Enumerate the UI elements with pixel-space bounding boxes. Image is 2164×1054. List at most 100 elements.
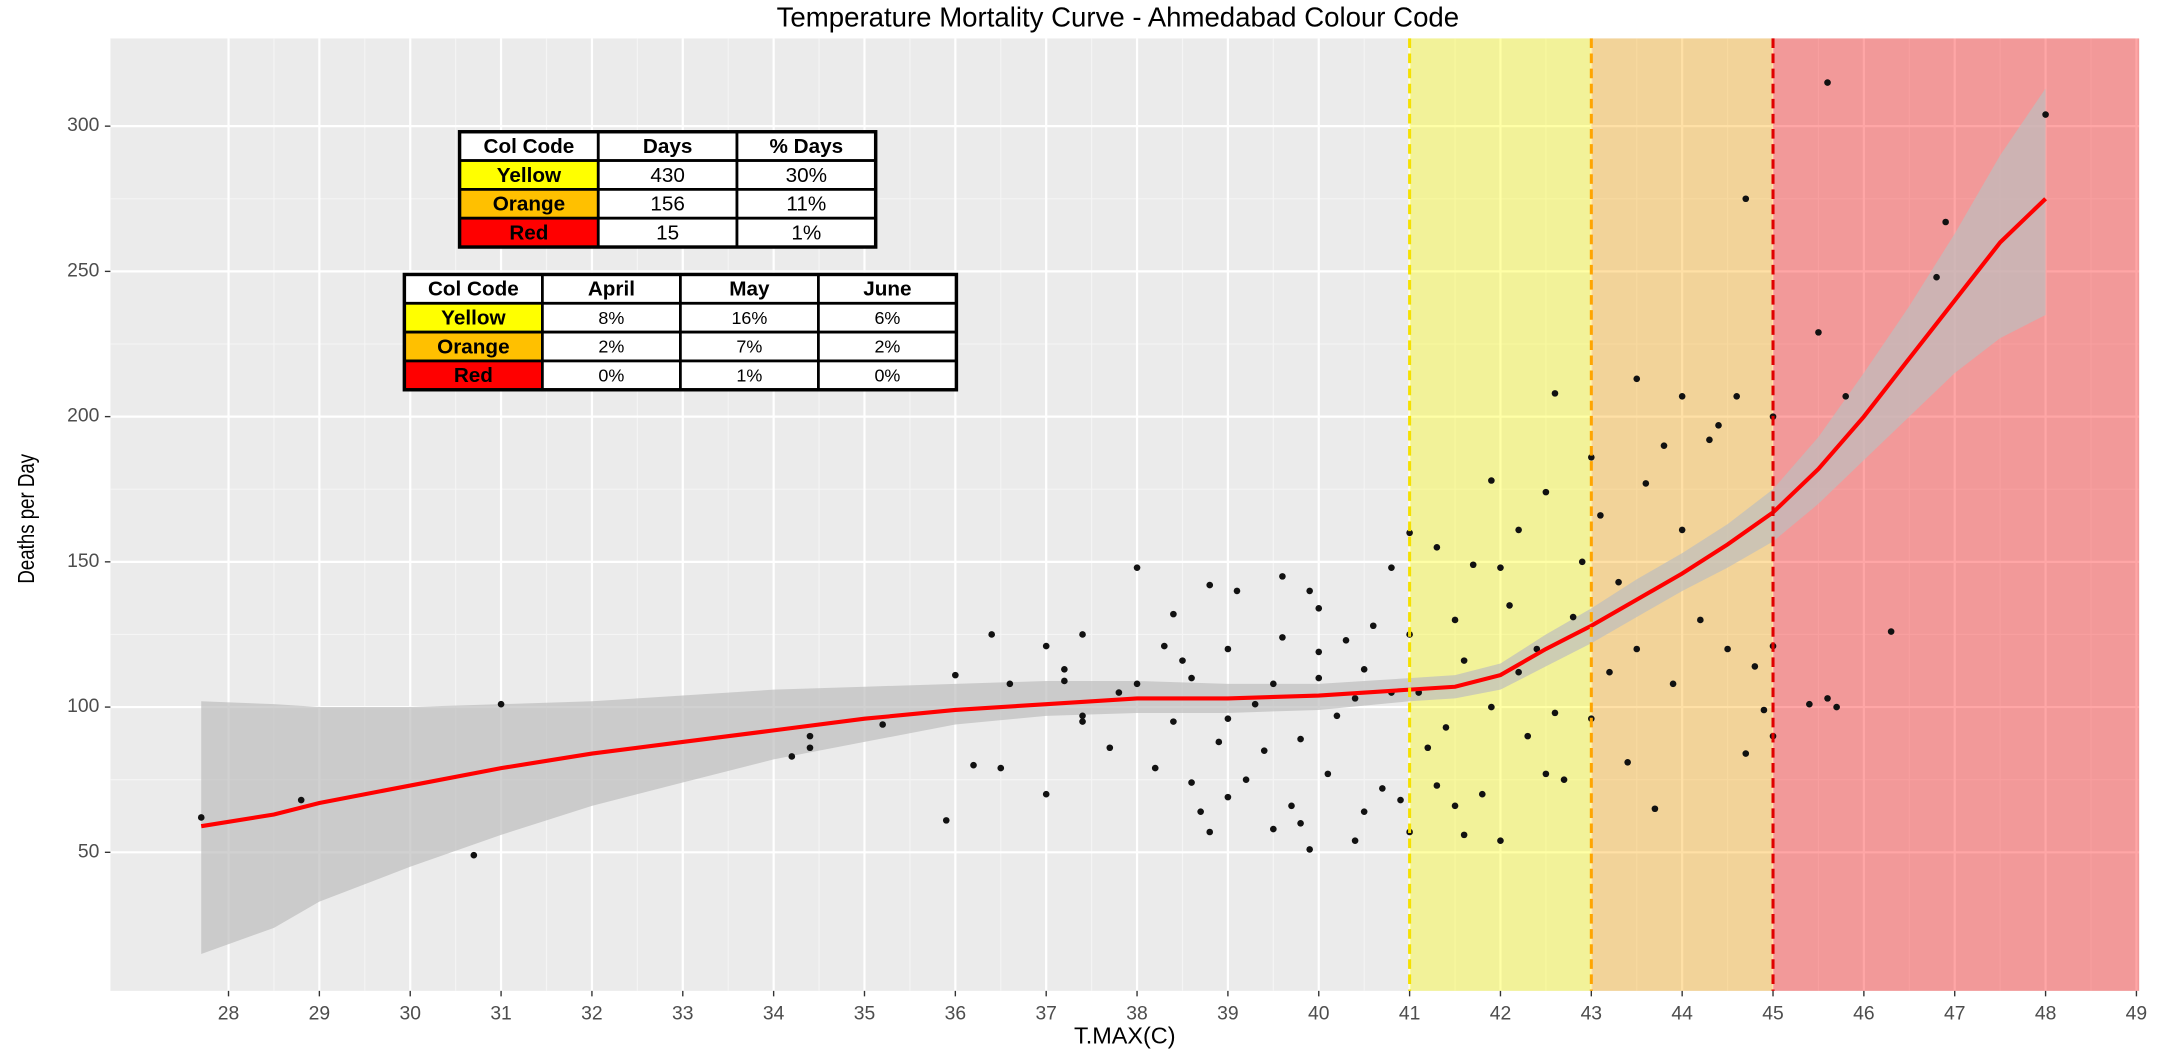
data-point xyxy=(806,732,814,740)
data-point xyxy=(1806,700,1813,708)
x-tick-label: 46 xyxy=(1853,1003,1874,1024)
data-point xyxy=(1006,680,1014,688)
data-point xyxy=(1824,79,1831,86)
data-point xyxy=(1406,529,1413,537)
data-point xyxy=(1742,750,1750,757)
table-cell xyxy=(679,359,820,392)
table-cell-text: 6% xyxy=(874,308,900,328)
x-tick-label: 43 xyxy=(1581,1003,1602,1024)
x-tick-label: 28 xyxy=(218,1003,239,1024)
x-tick-label: 48 xyxy=(2035,1003,2056,1024)
data-point xyxy=(1379,785,1386,792)
data-point xyxy=(1497,564,1504,571)
y-tick-label: 300 xyxy=(67,115,99,136)
table-cell-text: Yellow xyxy=(497,164,562,187)
y-tick-label: 150 xyxy=(67,551,99,572)
table-cell-text: 430 xyxy=(650,164,685,187)
data-point xyxy=(1297,819,1304,827)
data-point xyxy=(1270,825,1277,833)
data-point xyxy=(1351,837,1359,844)
data-point xyxy=(1815,329,1822,336)
data-point xyxy=(1079,631,1086,638)
data-point xyxy=(1360,808,1368,815)
table-cell xyxy=(541,330,682,363)
data-point xyxy=(1578,558,1586,566)
data-point xyxy=(1170,610,1177,618)
data-point xyxy=(1842,392,1850,400)
table-header-text: Days xyxy=(643,135,692,158)
data-point xyxy=(1515,668,1522,676)
data-point xyxy=(197,814,205,821)
data-point xyxy=(1215,738,1223,746)
data-point xyxy=(470,851,478,859)
table-header-text: Col Code xyxy=(428,278,519,301)
x-tick-label: 41 xyxy=(1399,1003,1420,1024)
data-point xyxy=(1188,674,1195,682)
data-point xyxy=(1224,793,1232,801)
x-tick-label: 37 xyxy=(1035,1003,1056,1024)
x-tick-label: 30 xyxy=(399,1003,420,1024)
data-point xyxy=(1833,703,1840,711)
x-tick-label: 32 xyxy=(581,1003,602,1024)
data-point xyxy=(1469,561,1477,569)
x-tick-label: 38 xyxy=(1126,1003,1147,1024)
data-point xyxy=(1697,616,1704,624)
data-point xyxy=(1297,735,1304,743)
data-point xyxy=(1542,488,1550,496)
x-tick-label: 34 xyxy=(763,1003,785,1024)
data-point xyxy=(1642,480,1650,487)
data-point xyxy=(1079,718,1086,725)
y-tick-label: 100 xyxy=(67,696,99,717)
data-point xyxy=(1360,666,1368,673)
data-point xyxy=(1551,709,1559,717)
data-point xyxy=(1433,544,1441,551)
data-point xyxy=(1933,273,1940,281)
table-cell-text: Red xyxy=(509,221,548,244)
data-point xyxy=(1506,602,1513,609)
x-tick-label: 39 xyxy=(1217,1003,1238,1024)
data-point xyxy=(1315,674,1323,682)
data-point xyxy=(1279,573,1286,580)
data-point xyxy=(1424,744,1432,752)
data-point xyxy=(2042,111,2049,118)
table-cell-text: 1% xyxy=(736,365,762,385)
table-cell-text: 11% xyxy=(786,193,826,216)
data-point xyxy=(1615,578,1622,586)
data-point xyxy=(1942,218,1949,226)
data-point xyxy=(1306,587,1313,595)
data-point xyxy=(1315,605,1323,612)
table-header-text: Col Code xyxy=(484,135,575,158)
data-point xyxy=(1279,634,1286,641)
x-tick-label: 45 xyxy=(1762,1003,1783,1024)
summary-table: Col Code April May June Yellow 8% 16% 6% Orange 2… xyxy=(402,272,959,392)
data-point xyxy=(1742,195,1750,203)
data-point xyxy=(1206,828,1214,836)
data-point xyxy=(1342,636,1350,644)
y-axis-label: Deaths per Day xyxy=(14,454,39,584)
data-point xyxy=(1206,581,1214,589)
data-point xyxy=(1288,802,1295,810)
y-tick-label: 50 xyxy=(78,841,99,862)
data-point xyxy=(1251,700,1259,708)
table-cell xyxy=(817,359,958,392)
data-point xyxy=(1497,837,1504,844)
data-point xyxy=(1433,782,1441,789)
chart-title: Temperature Mortality Curve - Ahmedabad … xyxy=(777,2,1459,33)
table-cell xyxy=(596,216,739,249)
data-point xyxy=(1733,392,1740,400)
table-header-cell xyxy=(596,130,739,162)
data-point xyxy=(1179,657,1186,664)
data-point xyxy=(942,817,950,824)
data-point xyxy=(1488,703,1495,711)
risk-region xyxy=(1773,38,2140,991)
data-point xyxy=(1478,790,1486,798)
data-point xyxy=(1133,680,1141,688)
data-point xyxy=(1488,477,1495,484)
table-cell-text: Red xyxy=(454,364,493,387)
data-point xyxy=(1115,689,1123,696)
data-point xyxy=(1042,642,1050,650)
confidence-band xyxy=(201,88,2046,954)
data-point xyxy=(1542,770,1550,778)
data-point xyxy=(497,700,505,708)
